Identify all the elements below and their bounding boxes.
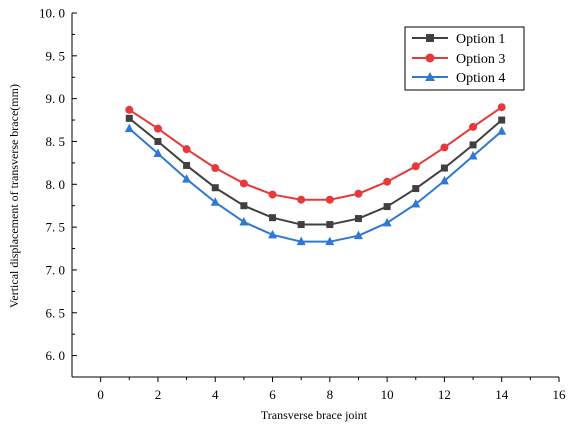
data-point-triangle xyxy=(124,123,134,133)
data-point-circle xyxy=(469,122,478,131)
series-option-1 xyxy=(125,114,506,229)
data-point-circle xyxy=(125,105,134,114)
x-tick-label: 14 xyxy=(495,387,509,402)
x-axis-title: Transverse brace joint xyxy=(261,408,368,422)
data-point-circle xyxy=(239,179,248,188)
legend-label: Option 3 xyxy=(456,52,505,67)
data-point-triangle xyxy=(468,151,478,160)
data-point-square xyxy=(211,184,219,192)
legend-item-option-4: Option 4 xyxy=(412,71,505,86)
legend: Option 1 Option 3 Option 4 xyxy=(404,26,525,91)
data-point-triangle xyxy=(325,236,335,246)
y-axis-title: Vertical displacement of transverse brac… xyxy=(7,84,21,308)
data-point-square xyxy=(269,214,277,222)
series-option-3 xyxy=(125,103,506,204)
data-point-square xyxy=(469,141,477,149)
data-point-triangle xyxy=(239,216,249,226)
y-tick-label: 9. 5 xyxy=(46,48,66,63)
data-point-circle xyxy=(211,164,220,173)
data-point-triangle xyxy=(268,229,278,239)
x-tick-label: 16 xyxy=(553,387,567,402)
data-point-square xyxy=(125,114,133,122)
y-tick-label: 9. 0 xyxy=(46,91,66,106)
y-tick-label: 8. 0 xyxy=(46,177,66,192)
legend-item-option-3: Option 3 xyxy=(412,52,505,67)
data-point-circle xyxy=(440,143,449,152)
data-point-square xyxy=(326,221,334,229)
y-tick-label: 6. 5 xyxy=(46,305,66,320)
x-tick-label: 12 xyxy=(438,387,451,402)
series-layer xyxy=(124,103,507,246)
data-point-triangle xyxy=(411,198,421,208)
data-point-circle xyxy=(268,190,277,199)
axes: 6. 0 6. 5 7. 0 7. 5 8. 0 8. 5 9. 0 9. 5 10. 0 0 2 4… xyxy=(39,6,566,403)
data-point-triangle xyxy=(439,175,449,185)
data-point-triangle xyxy=(210,197,220,206)
x-tick-label: 8 xyxy=(327,387,334,402)
y-tick-label: 7. 5 xyxy=(46,220,66,235)
data-point-square xyxy=(297,221,305,229)
data-point-square xyxy=(498,116,506,124)
legend-label: Option 1 xyxy=(456,32,505,47)
data-point-triangle xyxy=(497,126,507,135)
legend-label: Option 4 xyxy=(456,71,505,86)
data-point-circle xyxy=(325,195,334,204)
series-option-4 xyxy=(124,123,507,246)
data-point-triangle xyxy=(382,217,392,227)
data-point-triangle xyxy=(182,174,192,183)
data-point-circle xyxy=(497,103,506,112)
data-point-circle xyxy=(153,124,162,133)
data-point-square xyxy=(240,202,248,210)
data-point-circle xyxy=(354,189,363,198)
y-tick-label: 7. 0 xyxy=(46,262,66,277)
series-line xyxy=(128,127,503,243)
x-tick-label: 0 xyxy=(97,387,104,402)
legend-item-option-1: Option 1 xyxy=(412,32,505,47)
data-point-triangle xyxy=(153,148,163,157)
data-point-square xyxy=(412,185,420,193)
legend-swatch-marker-circle xyxy=(425,53,435,63)
y-tick-label: 6. 0 xyxy=(46,348,66,363)
data-point-square xyxy=(383,203,391,211)
series-line xyxy=(128,117,503,226)
data-point-circle xyxy=(297,195,306,204)
x-tick-label: 10 xyxy=(381,387,394,402)
x-tick-label: 4 xyxy=(212,387,219,402)
data-point-triangle xyxy=(353,230,363,240)
x-tick-label: 6 xyxy=(269,387,276,402)
data-point-circle xyxy=(383,177,392,186)
y-tick-label: 10. 0 xyxy=(39,6,65,21)
data-point-square xyxy=(440,164,448,172)
series-line xyxy=(128,106,503,201)
data-point-circle xyxy=(182,145,191,154)
data-point-circle xyxy=(411,162,420,171)
data-point-triangle xyxy=(296,236,306,246)
legend-swatch-marker-square xyxy=(426,34,434,42)
data-point-square xyxy=(154,137,162,145)
y-tick-label: 8. 5 xyxy=(46,134,66,149)
legend-swatch-marker-triangle xyxy=(425,72,435,81)
data-point-square xyxy=(183,161,191,169)
data-point-square xyxy=(354,215,362,223)
x-tick-label: 2 xyxy=(155,387,162,402)
